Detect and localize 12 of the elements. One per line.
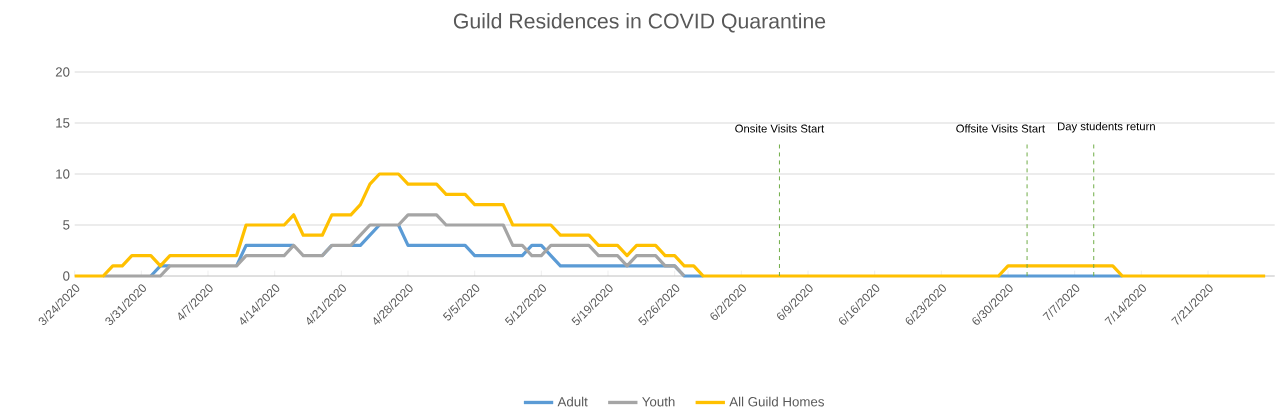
y-tick-label: 10 (56, 169, 70, 179)
ref-line-label: Onsite Visits Start (735, 124, 825, 133)
ref-line-label: Offsite Visits Start (956, 124, 1045, 133)
legend-label: All Guild Homes (729, 396, 824, 407)
y-tick-label: 0 (63, 271, 70, 281)
legend-label: Adult (557, 396, 588, 407)
y-tick-label: 5 (63, 220, 70, 230)
ref-line-label: Day students return (1058, 122, 1155, 133)
y-tick-label: 20 (55, 67, 70, 77)
legend-label: Youth (642, 396, 675, 407)
chart-title: Guild Residences in COVID Quarantine (453, 12, 826, 33)
y-tick-label: 15 (56, 118, 70, 128)
